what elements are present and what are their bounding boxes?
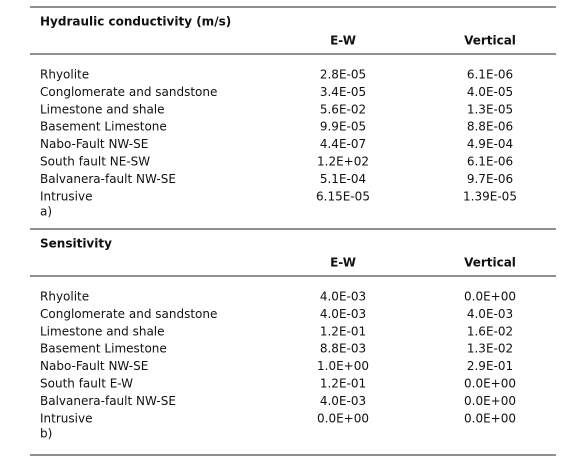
row-label: Rhyolite (40, 68, 89, 82)
row-label: Nabo-Fault NW-SE (40, 137, 148, 151)
cell: 5.1E-04 (320, 172, 366, 186)
cell: 1.3E-02 (467, 342, 513, 356)
row-label: Balvanera-fault NW-SE (40, 172, 176, 186)
cell: 1.39E-05 (463, 189, 517, 203)
row-label: Rhyolite (40, 290, 89, 304)
column-header: E-W (330, 34, 356, 48)
cell: 6.1E-06 (467, 68, 513, 82)
cell: 0.0E+00 (464, 377, 516, 391)
cell: 0.0E+00 (464, 290, 516, 304)
panel-label: b) (40, 427, 52, 441)
row-label: Intrusive (40, 189, 92, 203)
row-label: Intrusive (40, 411, 92, 425)
cell: 4.0E-03 (320, 394, 366, 408)
cell: 1.2E+02 (317, 155, 369, 169)
row-label: Limestone and shale (40, 102, 165, 116)
row-label: Limestone and shale (40, 324, 165, 338)
row-label: Basement Limestone (40, 342, 167, 356)
cell: 9.9E-05 (320, 120, 366, 134)
cell: 1.2E-01 (320, 324, 366, 338)
cell: 4.0E-03 (320, 290, 366, 304)
cell: 1.3E-05 (467, 102, 513, 116)
row-label: Basement Limestone (40, 120, 167, 134)
cell: 8.8E-06 (467, 120, 513, 134)
cell: 9.7E-06 (467, 172, 513, 186)
cell: 5.6E-02 (320, 102, 366, 116)
table-title: Sensitivity (40, 237, 112, 251)
cell: 1.6E-02 (467, 324, 513, 338)
row-label: Conglomerate and sandstone (40, 85, 217, 99)
cell: 1.0E+00 (317, 359, 369, 373)
cell: 0.0E+00 (464, 394, 516, 408)
row-label: Conglomerate and sandstone (40, 307, 217, 321)
column-header: Vertical (464, 34, 516, 48)
panel-label: a) (40, 205, 52, 219)
column-header: Vertical (464, 256, 516, 270)
cell: 3.4E-05 (320, 85, 366, 99)
row-label: South fault NE-SW (40, 155, 150, 169)
cell: 4.9E-04 (467, 137, 513, 151)
cell: 4.4E-07 (320, 137, 366, 151)
cell: 2.8E-05 (320, 68, 366, 82)
cell: 4.0E-03 (467, 307, 513, 321)
cell: 4.0E-03 (320, 307, 366, 321)
cell: 6.1E-06 (467, 155, 513, 169)
row-label: Balvanera-fault NW-SE (40, 394, 176, 408)
cell: 1.2E-01 (320, 377, 366, 391)
cell: 6.15E-05 (316, 189, 370, 203)
row-label: South fault E-W (40, 377, 133, 391)
cell: 2.9E-01 (467, 359, 513, 373)
row-label: Nabo-Fault NW-SE (40, 359, 148, 373)
table-title: Hydraulic conductivity (m/s) (40, 15, 231, 29)
cell: 4.0E-05 (467, 85, 513, 99)
cell: 0.0E+00 (464, 411, 516, 425)
cell: 0.0E+00 (317, 411, 369, 425)
cell: 8.8E-03 (320, 342, 366, 356)
column-header: E-W (330, 256, 356, 270)
